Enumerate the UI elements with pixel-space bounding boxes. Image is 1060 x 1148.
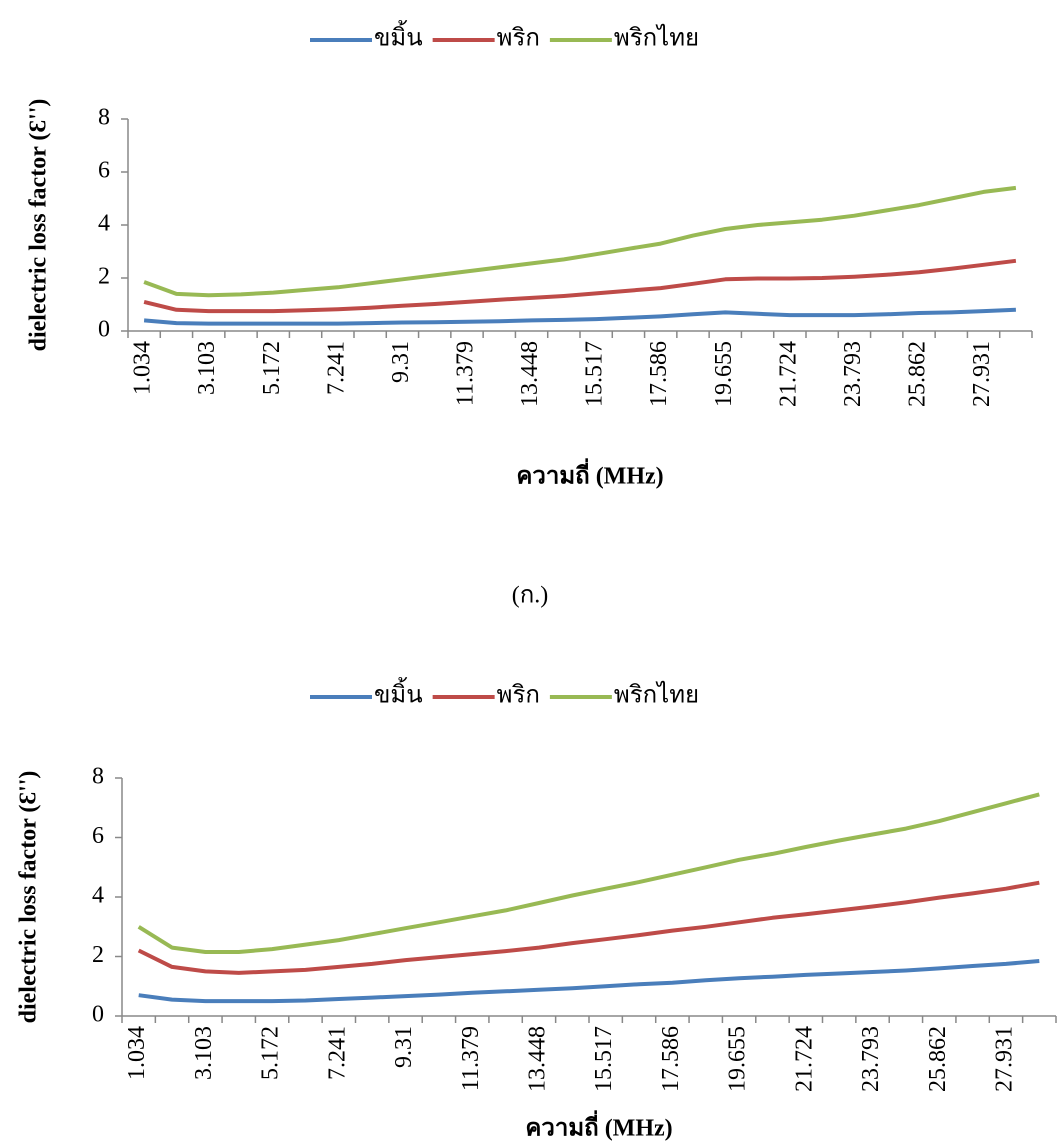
page: (ก.) 0 2 4 6 8 1.034 3.103 5.172 7.241 9.31 11.379…	[0, 0, 1060, 1148]
legend-label: พริกไทย	[614, 24, 699, 52]
y-axis-title: dielectric loss factor (Ɛ'')	[26, 99, 52, 352]
x-tick-label: 27.931	[969, 341, 995, 407]
x-tick-label: 13.448	[524, 1026, 550, 1092]
x-tick-label: 3.103	[191, 1026, 217, 1080]
x-tick-label: 19.655	[711, 341, 737, 407]
y-tick-label: 0	[98, 317, 110, 343]
x-tick-label: 3.103	[194, 341, 220, 395]
y-tick-label: 8	[98, 105, 110, 131]
y-tick-label: 8	[92, 764, 104, 790]
y-tick-label: 0	[92, 1002, 104, 1028]
series-line	[139, 794, 1040, 952]
x-tick-label: 1.034	[130, 341, 156, 395]
x-tick-label: 25.862	[925, 1026, 951, 1092]
x-tick-label: 7.241	[324, 1026, 350, 1080]
y-tick-label: 2	[92, 942, 104, 968]
x-tick-label: 23.793	[858, 1026, 884, 1092]
x-tick-label: 1.034	[124, 1026, 150, 1080]
x-axis-title: ความถี่ (MHz)	[525, 1110, 672, 1142]
x-tick-label: 17.586	[646, 341, 672, 407]
x-tick-label: 11.379	[453, 341, 479, 406]
y-tick-label: 6	[92, 823, 104, 849]
x-tick-label: 5.172	[259, 341, 285, 395]
x-tick-label: 19.655	[725, 1026, 751, 1092]
x-tick-label: 15.517	[591, 1026, 617, 1092]
x-tick-label: 15.517	[582, 341, 608, 407]
x-tick-label: 17.586	[658, 1026, 684, 1092]
legend-label: พริก	[497, 683, 540, 709]
series-line	[144, 188, 1016, 295]
legend-label: ขมิ้น	[374, 677, 423, 709]
x-tick-label: 23.793	[840, 341, 866, 407]
x-tick-label: 21.724	[775, 341, 801, 407]
series-line	[144, 261, 1016, 311]
y-tick-label: 4	[98, 211, 110, 237]
x-tick-label: 7.241	[323, 341, 349, 395]
x-tick-label: 13.448	[517, 341, 543, 407]
x-tick-label: 9.31	[388, 341, 414, 383]
x-axis-title: ความถี่ (MHz)	[516, 458, 663, 490]
series-line	[139, 883, 1040, 973]
y-tick-label: 2	[98, 264, 110, 290]
x-tick-label: 27.931	[991, 1026, 1017, 1092]
y-axis-title: dielectric loss factor (Ɛ'')	[16, 771, 42, 1024]
legend-label: พริกไทย	[614, 681, 699, 709]
x-tick-label: 5.172	[258, 1026, 284, 1080]
y-tick-label: 4	[92, 883, 104, 909]
caption: (ก.)	[512, 583, 549, 609]
y-tick-label: 6	[98, 158, 110, 184]
series-line	[139, 961, 1040, 1001]
x-tick-label: 21.724	[791, 1026, 817, 1092]
legend-label: พริก	[497, 26, 540, 52]
x-tick-label: 25.862	[905, 341, 931, 407]
x-tick-label: 11.379	[458, 1026, 484, 1091]
legend-label: ขมิ้น	[374, 20, 423, 52]
x-tick-label: 9.31	[391, 1026, 417, 1068]
